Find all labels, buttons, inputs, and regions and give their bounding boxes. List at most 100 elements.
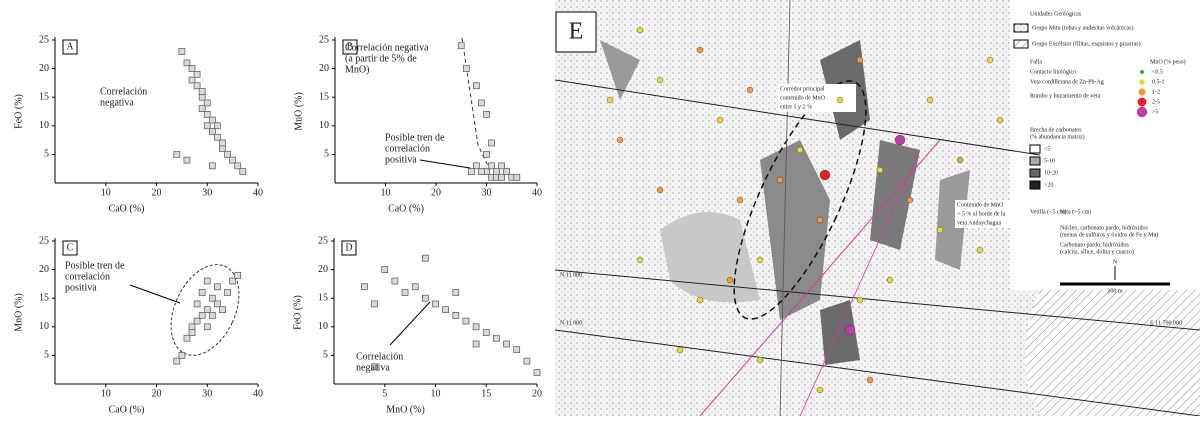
legend-text: Carbonato pardo, hidróxidos: [1060, 242, 1129, 248]
sample: [657, 77, 663, 83]
y-tick-label: 15: [319, 91, 329, 102]
point: [214, 301, 220, 307]
point: [189, 330, 195, 336]
x-tick-label: 20: [532, 388, 542, 399]
point: [235, 272, 241, 278]
legend-title: MnO (% peso): [1150, 58, 1186, 65]
sample: [637, 257, 643, 263]
map-annotation: veta Andaychagua: [957, 220, 1001, 226]
point: [412, 284, 418, 290]
point: [240, 169, 246, 175]
point: [499, 163, 505, 169]
point: [483, 330, 489, 336]
point: [422, 295, 428, 301]
point: [214, 284, 220, 290]
sample: [857, 57, 863, 63]
x-axis-label: CaO (%): [388, 203, 424, 214]
annotation: positiva: [385, 154, 417, 165]
legend-title: (% abundancia matriz): [1030, 133, 1085, 140]
point: [484, 151, 490, 157]
point: [209, 312, 215, 318]
point: [392, 278, 398, 284]
point: [484, 111, 490, 117]
x-tick-label: 30: [202, 388, 212, 399]
point: [219, 307, 225, 313]
point: [189, 66, 195, 72]
legend-marker: [1139, 79, 1145, 85]
sample: [857, 297, 863, 303]
point: [225, 151, 231, 157]
point: [473, 324, 479, 330]
sample: [717, 117, 723, 123]
point: [204, 100, 210, 106]
legend-swatch: [1030, 157, 1040, 165]
sample: [777, 177, 783, 183]
sample: [977, 247, 983, 253]
sample: [697, 47, 703, 53]
point: [499, 174, 505, 180]
annotation: correlación: [385, 143, 430, 154]
sample: [797, 147, 803, 153]
arrow: [390, 302, 430, 345]
x-axis-label: MnO (%): [386, 404, 425, 415]
y-tick-label: 25: [39, 235, 49, 246]
sample: [607, 97, 613, 103]
point: [478, 100, 484, 106]
point: [443, 307, 449, 313]
legend-text: 1-2: [1152, 89, 1160, 95]
sample: [887, 277, 893, 283]
y-tick-label: 10: [39, 120, 49, 131]
legend-text: Grupo Mitu (tobas y andesitas volcánicas…: [1032, 24, 1133, 31]
x-tick-label: 30: [482, 187, 492, 198]
annotation: (a partir de 5% de: [345, 53, 417, 64]
point: [534, 370, 540, 376]
point: [504, 341, 510, 347]
panel-label: A: [66, 41, 74, 52]
legend-text: Contacto litológico: [1030, 69, 1076, 75]
y-tick-label: 25: [39, 34, 49, 45]
legend-text: Falla: [1030, 59, 1042, 65]
legend-swatch: [1030, 181, 1040, 189]
point: [204, 278, 210, 284]
sample: [997, 117, 1003, 123]
coord: E 11 700 000: [1150, 320, 1182, 326]
point: [230, 157, 236, 163]
sample: [820, 170, 830, 180]
map-annotation: contenido de MnO: [780, 95, 826, 101]
point: [219, 146, 225, 152]
legend-text: 2-5: [1152, 99, 1160, 105]
point: [458, 43, 464, 49]
annotation: Correlación negativa: [345, 42, 429, 53]
sample: [817, 217, 823, 223]
x-tick-label: 40: [253, 388, 263, 399]
annotation: Correlación: [356, 351, 403, 362]
sample: [737, 197, 743, 203]
sample: [727, 277, 733, 283]
y-tick-label: 10: [319, 120, 329, 131]
panel-label: D: [345, 242, 352, 253]
x-tick-label: 10: [101, 187, 111, 198]
legend-text: 5-10: [1044, 158, 1055, 164]
legend-text: 10-20: [1044, 170, 1058, 176]
sample: [907, 197, 913, 203]
point: [402, 289, 408, 295]
point: [199, 88, 205, 94]
point: [199, 94, 205, 100]
y-tick-label: 25: [318, 235, 328, 246]
legend-text: Veta cordillerana de Zn-Pb-Ag: [1030, 79, 1104, 85]
point: [372, 301, 378, 307]
x-tick-label: 10: [101, 388, 111, 399]
sample: [895, 135, 905, 145]
point: [382, 267, 388, 273]
point: [209, 129, 215, 135]
legend-marker: [1140, 70, 1144, 74]
legend-text: Grupo Excélsior (filitas, esquistos y pi…: [1032, 40, 1141, 47]
sample: [817, 387, 823, 393]
sample: [637, 27, 643, 33]
x-tick-label: 20: [431, 187, 441, 198]
map-annotation: > 5 % al borde de la: [957, 211, 1006, 217]
x-tick-label: 40: [253, 187, 263, 198]
point: [473, 163, 479, 169]
legend-text: (menas de sulfuros y óxidos de Fe y Mn): [1060, 231, 1158, 238]
point: [214, 134, 220, 140]
